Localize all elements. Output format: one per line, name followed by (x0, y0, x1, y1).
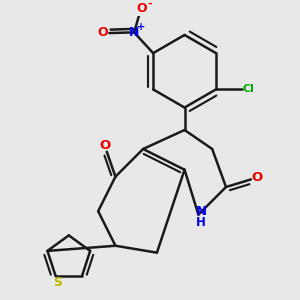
Text: Cl: Cl (243, 84, 254, 94)
Text: O: O (100, 139, 111, 152)
Text: N: N (196, 206, 207, 218)
Text: S: S (53, 276, 62, 290)
Text: -: - (147, 0, 152, 8)
Text: N: N (129, 26, 139, 39)
Text: +: + (137, 22, 145, 32)
Text: O: O (136, 2, 147, 15)
Text: O: O (251, 171, 263, 184)
Text: H: H (196, 216, 206, 229)
Text: O: O (98, 26, 108, 39)
